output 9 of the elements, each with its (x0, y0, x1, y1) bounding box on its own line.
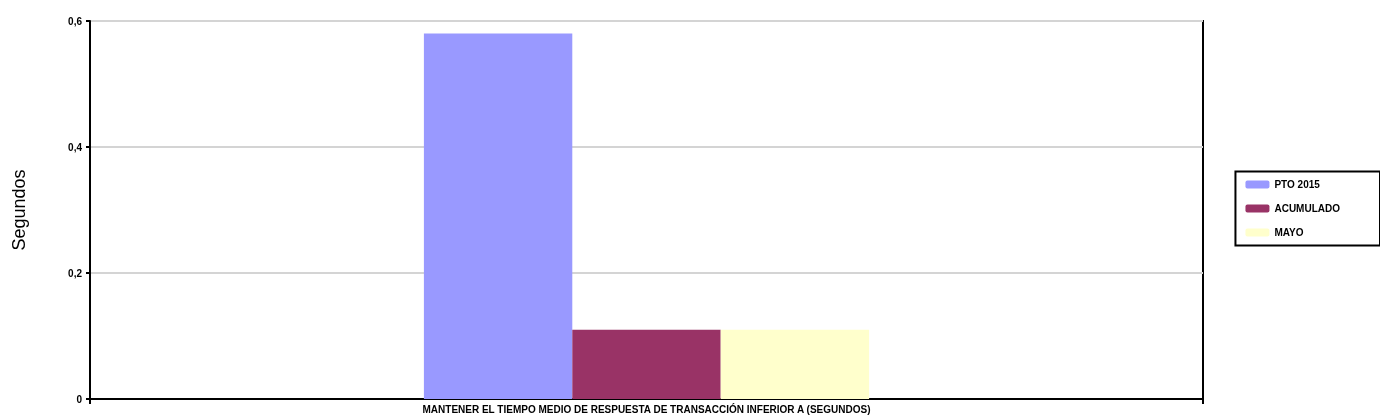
x-tick-label: MANTENER EL TIEMPO MEDIO DE RESPUESTA DE TRANSACCIÓN INFERIOR A (SEGUNDOS) (422, 402, 871, 415)
legend-label: PTO 2015 (1274, 179, 1321, 190)
y-tick-label: 0,4 (68, 141, 83, 153)
y-axis-title: Segundos (9, 169, 29, 251)
legend-label: MAYO (1274, 227, 1304, 238)
y-tick-label: 0,2 (68, 267, 83, 279)
legend-label: ACUMULADO (1274, 203, 1341, 214)
y-tick-label: 0,6 (68, 15, 83, 27)
y-tick-label: 0 (76, 393, 83, 405)
